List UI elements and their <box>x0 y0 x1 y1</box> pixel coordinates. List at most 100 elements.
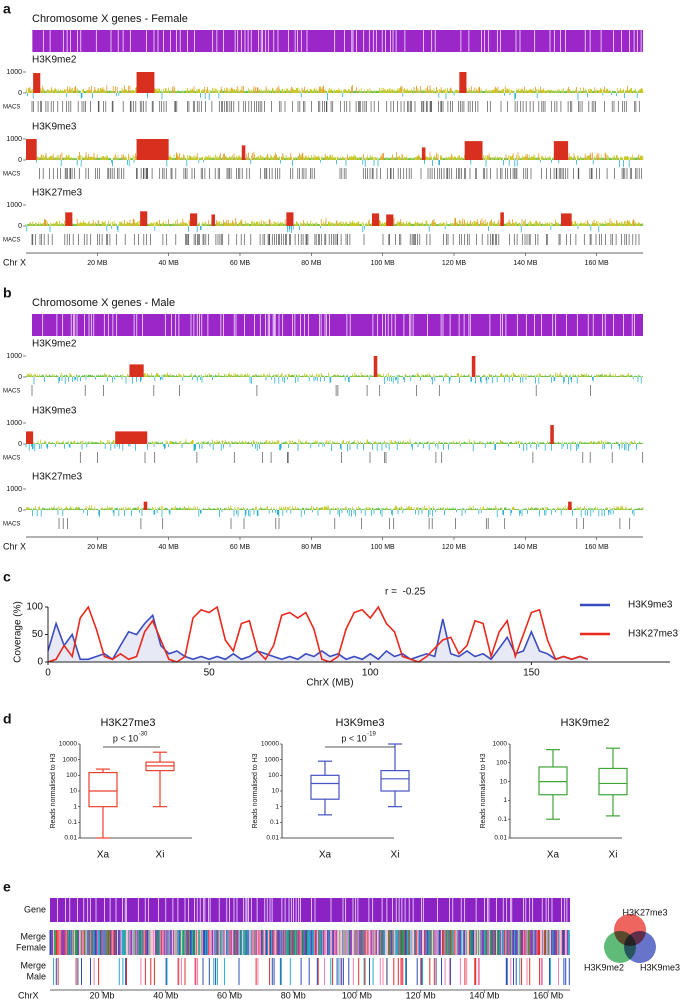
y-tick-label: 1000 <box>265 756 280 763</box>
x-tick-label: 40 Mb <box>153 990 178 1000</box>
y-axis-label: Reads normalised to H3 <box>252 753 259 828</box>
y-axis-label: Reads normalised to H3 <box>480 753 487 828</box>
box <box>598 767 628 796</box>
panel-title: Chromosome X genes - Male <box>32 297 175 309</box>
legend-label: H3K27me3 <box>628 629 678 640</box>
macs-peaks <box>31 385 591 396</box>
signal-texture <box>25 374 644 377</box>
peak <box>373 356 378 377</box>
y-tick-label: 0.1 <box>498 816 507 823</box>
macs-peaks <box>39 168 642 179</box>
x-tick-label: 20 MB <box>87 260 108 267</box>
axis-label: Chr X <box>3 541 26 551</box>
x-tick-label: 160 Mb <box>533 990 563 1000</box>
peak <box>136 139 169 160</box>
track-label: Merge <box>20 960 46 970</box>
y-axis-label: Coverage (%) <box>13 601 24 663</box>
x-axis-label: ChrX (MB) <box>306 678 353 689</box>
peak <box>500 212 504 226</box>
y-axis-label: Reads normalised to H3 <box>50 753 57 828</box>
box <box>380 770 410 792</box>
x-tick-label: 120 Mb <box>406 990 436 1000</box>
x-tick-label: 60 Mb <box>217 990 242 1000</box>
panel-letter: c <box>3 569 11 585</box>
x-tick-label: 100 Mb <box>342 990 372 1000</box>
signal-texture <box>26 505 643 510</box>
merge-texture <box>49 930 565 955</box>
y-tick-label: 1000 <box>493 741 508 748</box>
peak <box>471 356 476 377</box>
y-tick-label: 0.01 <box>266 835 279 842</box>
y-tick-label: 10000 <box>59 741 77 748</box>
signal-texture <box>25 444 637 452</box>
x-tick-label: 20 Mb <box>90 990 115 1000</box>
signal-texture <box>36 160 630 168</box>
peak <box>459 72 467 93</box>
x-tick-label: 140 MB <box>513 544 537 551</box>
peak <box>241 145 246 160</box>
x-tick-label: 100 MB <box>371 260 395 267</box>
category-label: Xa <box>97 850 110 861</box>
box <box>538 766 568 796</box>
track-label: H3K27me3 <box>32 188 82 199</box>
y-tick-label: 1000 <box>6 69 22 76</box>
venn-circle <box>624 931 656 963</box>
box <box>88 771 118 808</box>
track-label: Female <box>16 942 46 952</box>
y-tick-label: 0 <box>18 374 22 381</box>
y-tick-label: 0 <box>37 657 43 668</box>
x-tick-label: 50 <box>204 668 216 679</box>
x-tick-label: 100 <box>362 668 379 679</box>
y-tick-label: 0.01 <box>494 835 507 842</box>
y-tick-label: 100 <box>268 772 279 779</box>
x-tick-label: 60 MB <box>230 260 251 267</box>
panel-letter: a <box>3 1 11 17</box>
gene-gaps <box>57 898 568 922</box>
merge-texture <box>57 958 541 985</box>
peak <box>26 431 34 444</box>
signal-texture <box>26 87 644 93</box>
category-label: Xi <box>391 850 400 861</box>
peak <box>568 501 572 510</box>
annotation: r = -0.25 <box>385 587 426 598</box>
category-label: Xa <box>319 850 332 861</box>
track-label: H3K9me2 <box>32 339 77 350</box>
merge-texture <box>93 958 559 985</box>
x-tick-label: 80 Mb <box>281 990 306 1000</box>
merge-texture <box>55 930 563 955</box>
box-title: H3K27me3 <box>100 717 155 729</box>
peak <box>211 214 216 226</box>
merge-texture <box>51 930 568 955</box>
y-tick-label: 10 <box>272 788 280 795</box>
x-tick-label: 140 Mb <box>469 990 499 1000</box>
signal-texture <box>29 220 644 226</box>
y-tick-label: 0.1 <box>68 819 77 826</box>
y-tick-label: 1 <box>503 797 507 804</box>
peak <box>129 364 144 377</box>
signal-texture <box>25 90 640 93</box>
peak <box>190 213 198 226</box>
y-tick-label: 1000 <box>6 420 22 427</box>
peak <box>286 212 294 226</box>
y-tick-label: 0 <box>18 223 22 230</box>
signal-texture <box>29 84 628 93</box>
box-title: H3K9me3 <box>336 717 385 729</box>
y-tick-label: 1000 <box>6 486 22 493</box>
signal-texture <box>33 377 642 385</box>
peak <box>140 211 148 226</box>
y-tick-label: 0 <box>18 441 22 448</box>
peak <box>33 73 41 93</box>
y-tick-label: 1 <box>275 803 279 810</box>
peak <box>386 214 394 226</box>
x-tick-label: 140 MB <box>513 260 537 267</box>
macs-label: MACS <box>3 238 20 244</box>
y-tick-label: 100 <box>496 760 507 767</box>
y-tick-label: 1000 <box>6 353 22 360</box>
y-tick-label: 10000 <box>261 741 279 748</box>
macs-peaks <box>58 518 631 529</box>
signal-texture <box>26 226 600 233</box>
x-tick-label: 120 MB <box>442 260 466 267</box>
series-line <box>47 605 589 663</box>
category-label: Xi <box>609 850 618 861</box>
x-tick-label: 20 MB <box>87 544 108 551</box>
